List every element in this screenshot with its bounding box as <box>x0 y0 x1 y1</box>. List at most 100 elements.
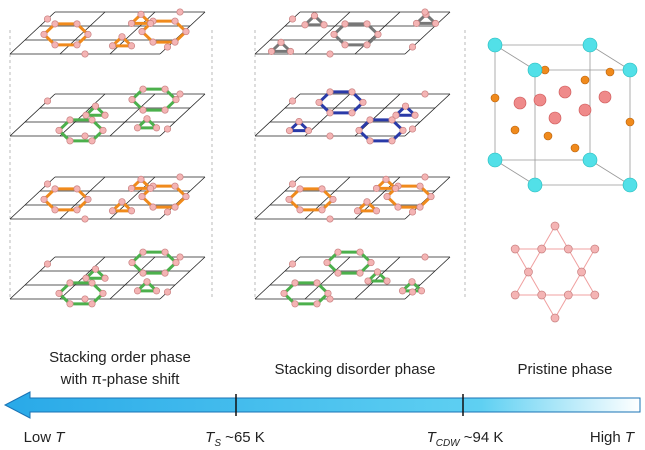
atom <box>147 185 153 191</box>
atom <box>147 20 153 26</box>
v-atom <box>511 126 519 134</box>
atom <box>383 176 389 182</box>
atom <box>314 280 320 286</box>
atom <box>183 193 189 199</box>
atom <box>400 127 406 133</box>
atom <box>109 208 115 214</box>
cs-atom <box>623 178 637 192</box>
cell-face <box>535 70 630 185</box>
v-atom <box>571 144 579 152</box>
atom <box>375 31 381 37</box>
atom <box>138 176 144 182</box>
atom <box>335 270 341 276</box>
tcdw-value: ~94 K <box>460 429 504 446</box>
atom <box>164 126 170 132</box>
structures <box>10 9 637 322</box>
disorder-label: Stacking disorder phase <box>275 361 436 378</box>
atom <box>357 270 363 276</box>
atom <box>289 98 295 104</box>
atom <box>92 266 98 272</box>
lattice-line <box>305 177 350 219</box>
atom <box>52 186 58 192</box>
atom <box>172 39 178 45</box>
atom <box>422 174 428 180</box>
lattice-line <box>60 177 105 219</box>
atom <box>538 245 546 253</box>
hexagon <box>359 120 403 141</box>
atom <box>183 28 189 34</box>
atom <box>162 249 168 255</box>
tcdw-label: TCDW ~94 K <box>427 429 504 449</box>
atom <box>172 183 178 189</box>
atom <box>321 22 327 28</box>
atom <box>41 196 47 202</box>
atom <box>373 185 379 191</box>
atom <box>52 21 58 27</box>
atom <box>327 89 333 95</box>
atom <box>67 280 73 286</box>
atom <box>417 183 423 189</box>
atom <box>74 186 80 192</box>
atom <box>56 127 62 133</box>
atom <box>342 42 348 48</box>
atom <box>399 288 405 294</box>
atom <box>102 275 108 281</box>
sb-atom <box>559 86 571 98</box>
ordered-label-2: with π-phase shift <box>60 371 181 388</box>
atom <box>591 291 599 299</box>
atom <box>162 86 168 92</box>
atom <box>140 249 146 255</box>
atom <box>44 16 50 22</box>
atom <box>281 290 287 296</box>
atom <box>409 289 415 295</box>
low-t-label: Low T <box>24 429 67 446</box>
atom <box>44 98 50 104</box>
atom <box>74 207 80 213</box>
low-symbol: T <box>55 429 66 446</box>
atom <box>102 112 108 118</box>
atom <box>172 18 178 24</box>
atom <box>119 34 125 40</box>
atom <box>409 279 415 285</box>
hexagon <box>327 252 371 273</box>
atom <box>153 288 159 294</box>
atom <box>100 127 106 133</box>
atom <box>342 21 348 27</box>
atom <box>367 138 373 144</box>
atom <box>327 110 333 116</box>
atom <box>292 280 298 286</box>
atom <box>150 39 156 45</box>
atom <box>177 174 183 180</box>
atom <box>128 185 134 191</box>
v-atom <box>491 94 499 102</box>
atom <box>551 222 559 230</box>
atom <box>428 193 434 199</box>
lattice-line <box>60 12 105 54</box>
cs-atom <box>528 178 542 192</box>
atom <box>422 254 428 260</box>
atom <box>324 259 330 265</box>
atom <box>511 245 519 253</box>
atom <box>402 103 408 109</box>
kagome-triangle <box>515 249 595 318</box>
atom <box>44 181 50 187</box>
sb-atom <box>514 97 526 109</box>
atom <box>327 51 333 57</box>
atom <box>373 208 379 214</box>
atom <box>289 261 295 267</box>
high-t-label: High T <box>590 429 636 446</box>
atom <box>314 301 320 307</box>
atom <box>364 42 370 48</box>
cs-atom <box>488 153 502 167</box>
v-atom <box>626 118 634 126</box>
atom <box>287 48 293 54</box>
tcdw-subscript: CDW <box>436 438 461 449</box>
ts-label: TS ~65 K <box>205 429 265 449</box>
temperature-arrow <box>5 392 640 418</box>
atom <box>367 117 373 123</box>
atom <box>173 259 179 265</box>
atom <box>150 204 156 210</box>
hexagon <box>132 252 176 273</box>
atom <box>354 208 360 214</box>
atom <box>41 31 47 37</box>
